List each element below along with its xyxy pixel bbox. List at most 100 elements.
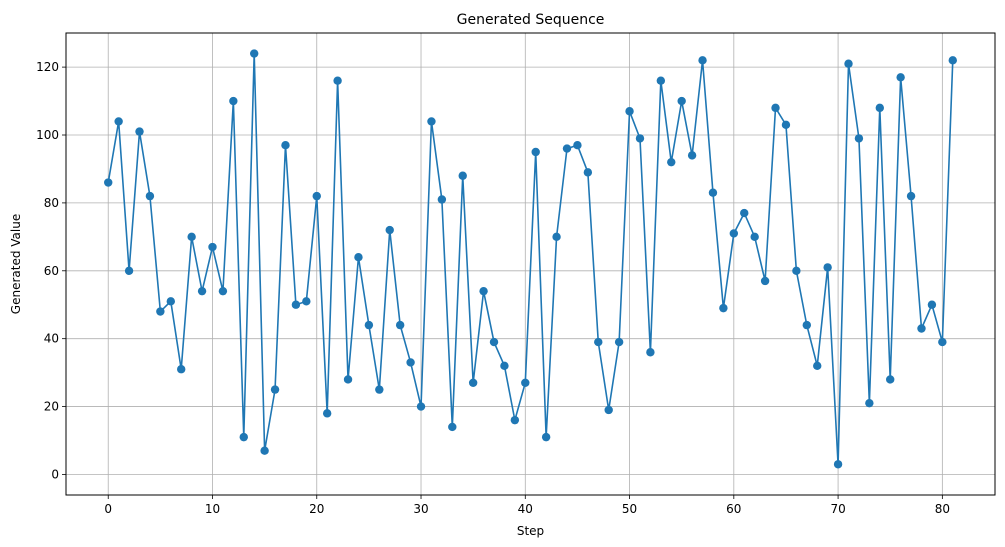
- data-point: [448, 422, 457, 432]
- y-tick-label: 80: [44, 196, 59, 210]
- data-point: [698, 56, 707, 65]
- data-point: [750, 232, 759, 242]
- y-tick-label: 40: [44, 332, 59, 346]
- data-point: [260, 446, 269, 455]
- data-point: [114, 117, 123, 126]
- data-point: [124, 266, 134, 275]
- x-tick-label: 30: [413, 502, 428, 516]
- data-point: [479, 286, 488, 296]
- data-point: [521, 378, 530, 388]
- data-point: [646, 348, 655, 357]
- data-point: [406, 358, 415, 367]
- data-point: [802, 320, 811, 330]
- data-point: [760, 276, 770, 286]
- data-point: [792, 266, 801, 275]
- data-point: [208, 242, 217, 252]
- data-point: [437, 195, 447, 204]
- data-point: [385, 225, 394, 235]
- y-tick-label: 100: [36, 128, 59, 142]
- data-point: [781, 120, 791, 130]
- data-point: [687, 151, 697, 160]
- data-point: [375, 385, 384, 394]
- data-point: [531, 147, 540, 157]
- x-axis-ticks: 0 10 20 30 40 50 60 70 80: [104, 495, 950, 516]
- data-point: [510, 415, 520, 425]
- x-tick-label: 0: [104, 502, 112, 516]
- data-point: [729, 229, 739, 238]
- x-tick-label: 20: [309, 502, 324, 516]
- data-point: [489, 337, 499, 347]
- y-tick-label: 60: [44, 264, 59, 278]
- data-point: [135, 127, 144, 136]
- data-point: [677, 96, 686, 106]
- data-point: [239, 432, 248, 442]
- data-point: [187, 232, 196, 242]
- data-point: [813, 361, 822, 371]
- data-point: [302, 297, 311, 306]
- data-point: [312, 191, 321, 201]
- y-tick-label: 20: [44, 400, 59, 414]
- data-point: [333, 76, 342, 85]
- data-point: [854, 134, 864, 143]
- data-point: [541, 432, 551, 442]
- x-tick-label: 50: [622, 502, 637, 516]
- data-point: [906, 191, 916, 201]
- data-point: [656, 76, 666, 85]
- y-axis-ticks: 0 20 40 60 80 100 120: [36, 60, 66, 481]
- data-point: [583, 168, 593, 177]
- data-point: [938, 337, 947, 347]
- data-point: [719, 303, 728, 313]
- data-point: [322, 409, 332, 418]
- x-tick-label: 70: [830, 502, 845, 516]
- data-point: [948, 56, 957, 65]
- data-point: [552, 232, 561, 242]
- data-point: [833, 460, 843, 469]
- series-markers: [104, 49, 957, 469]
- data-point: [229, 96, 238, 106]
- data-point: [156, 307, 165, 316]
- data-point: [604, 405, 613, 415]
- data-point: [427, 117, 436, 126]
- data-point: [291, 300, 301, 309]
- data-point: [104, 178, 113, 187]
- data-point: [562, 144, 572, 153]
- data-point: [865, 398, 874, 408]
- data-point: [364, 320, 374, 330]
- data-point: [166, 297, 175, 306]
- data-point: [197, 286, 207, 296]
- data-point: [771, 103, 780, 113]
- data-point: [458, 171, 467, 180]
- data-point: [395, 320, 405, 330]
- data-point: [594, 337, 603, 347]
- data-point: [145, 191, 155, 201]
- data-point: [500, 361, 509, 371]
- data-point: [614, 337, 624, 347]
- data-point: [635, 134, 645, 143]
- series-line: [107, 53, 954, 465]
- x-tick-label: 80: [935, 502, 950, 516]
- x-tick-label: 60: [726, 502, 741, 516]
- data-point: [844, 59, 853, 68]
- data-point: [354, 253, 363, 262]
- x-tick-label: 10: [205, 502, 220, 516]
- x-tick-label: 40: [518, 502, 533, 516]
- data-point: [667, 157, 676, 167]
- data-point: [875, 103, 884, 113]
- data-point: [740, 208, 749, 218]
- y-tick-label: 120: [36, 60, 59, 74]
- data-point: [625, 107, 634, 116]
- y-axis-label: Generated Value: [9, 214, 23, 314]
- plot-area-frame: [65, 32, 996, 496]
- data-point: [218, 286, 228, 296]
- data-point: [281, 140, 290, 150]
- x-axis-label: Step: [517, 524, 544, 538]
- data-point: [708, 188, 718, 197]
- data-point: [250, 49, 259, 58]
- data-point: [177, 365, 186, 374]
- data-point: [573, 140, 582, 150]
- data-point: [270, 385, 280, 394]
- chart-title: Generated Sequence: [457, 12, 605, 28]
- data-point: [823, 263, 832, 272]
